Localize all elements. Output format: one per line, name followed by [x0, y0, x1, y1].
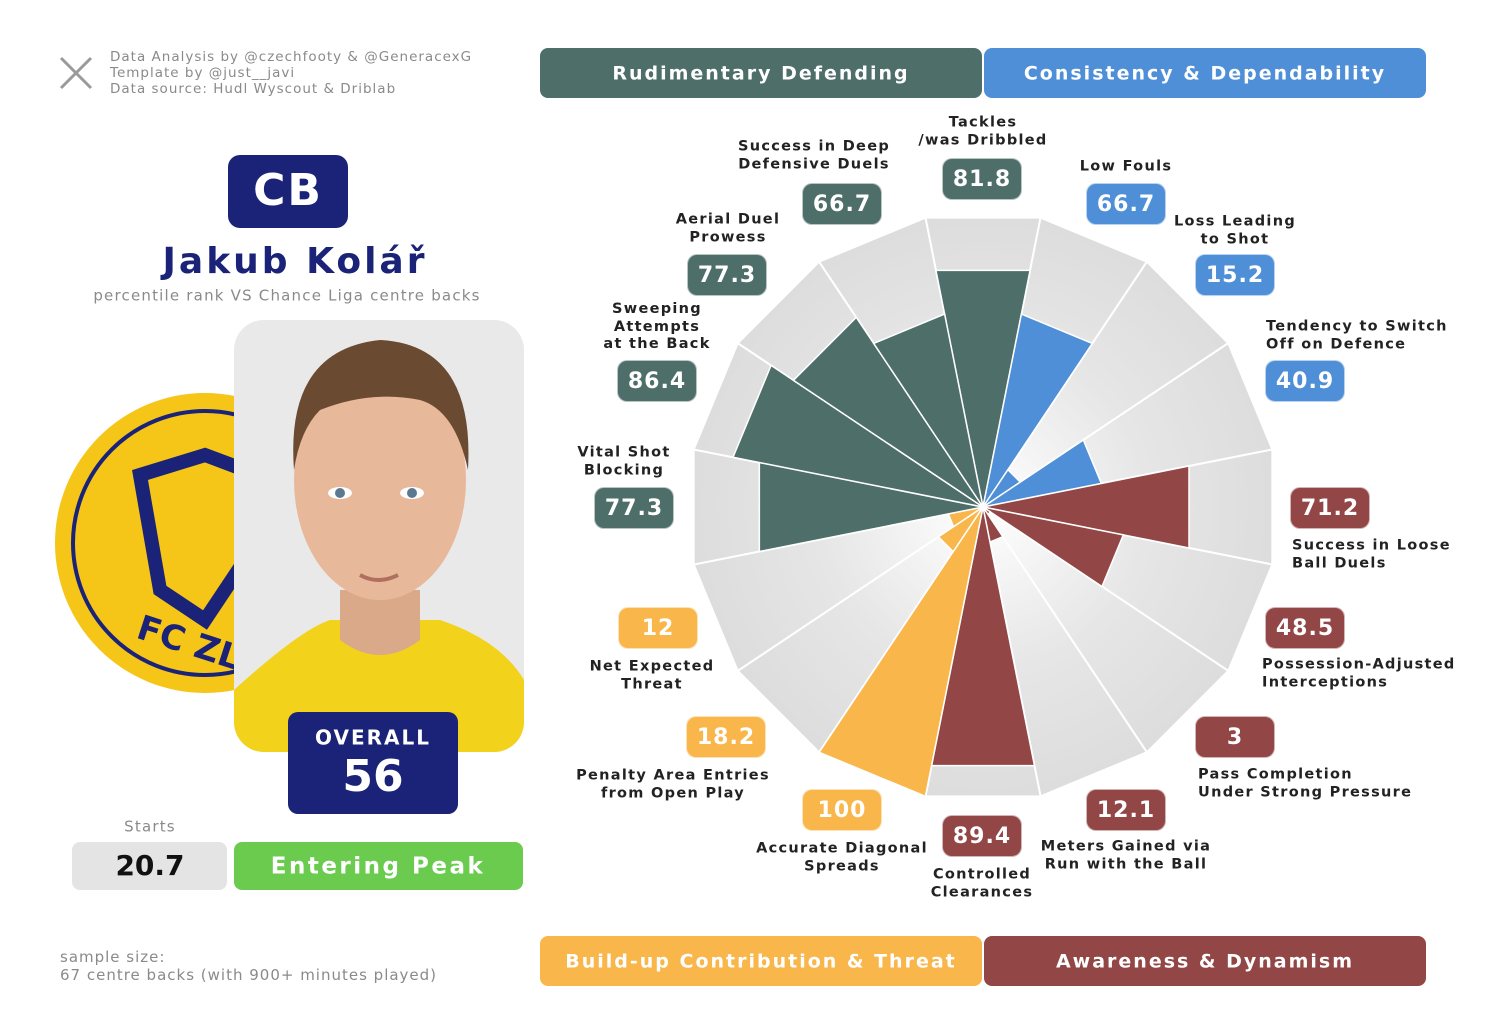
status: Entering Peak	[271, 854, 486, 880]
category-label: Tackles /was Dribbled	[918, 114, 1048, 149]
category-label: Success in Deep Defensive Duels	[737, 138, 891, 173]
value-label: 71.2	[1301, 496, 1359, 521]
value-label: 3	[1227, 725, 1243, 750]
value-label: 77.3	[605, 496, 663, 521]
status-box	[234, 842, 523, 890]
value-label: 48.5	[1276, 616, 1334, 641]
category-label: Meters Gained via Run with the Ball	[1040, 838, 1212, 873]
credit-line: Template by @just__javi	[110, 65, 296, 81]
category-label: Possession-Adjusted Interceptions	[1262, 656, 1456, 691]
value-badge	[941, 814, 1023, 858]
category-label: Aerial Duel Prowess	[675, 211, 781, 246]
subtitle: percentile rank VS Chance Liga centre ba…	[93, 287, 480, 305]
category-label: Penalty Area Entries from Open Play	[576, 767, 770, 802]
starts-label: Starts	[124, 818, 176, 836]
value-label: 77.3	[698, 263, 756, 288]
x-logo	[59, 56, 93, 90]
value-label: 86.4	[628, 369, 686, 394]
value-badge	[1194, 253, 1276, 297]
position-box	[228, 155, 348, 228]
value-label: 12	[642, 616, 675, 641]
value-badge	[941, 157, 1023, 201]
category-label: Success in Loose Ball Duels	[1292, 537, 1451, 572]
player-name: Jakub Kolář	[160, 241, 428, 282]
legend-label: Awareness & Dynamism	[1056, 951, 1354, 973]
legend-label: Consistency & Dependability	[1024, 63, 1386, 85]
category-label: Loss Leading to Shot	[1173, 213, 1297, 248]
wedge	[872, 312, 984, 508]
value-badge	[801, 182, 883, 226]
value-badge	[1194, 715, 1276, 759]
legend-box	[540, 936, 982, 986]
starts-value: 20.7	[115, 849, 184, 882]
category-label: Accurate Diagonal Spreads	[756, 840, 928, 875]
sample-line: sample size:	[60, 948, 166, 966]
category-label: Sweeping Attempts at the Back	[603, 300, 711, 352]
value-label: 18.2	[697, 725, 755, 750]
overall-box	[288, 712, 458, 814]
pizza-chart: Rudimentary Defending Consistency & Depen…	[540, 48, 1426, 986]
category-label: Vital Shot Blocking	[577, 444, 671, 479]
category-label: Tendency to Switch Off on Defence	[1266, 318, 1448, 353]
value-badge	[1085, 788, 1167, 832]
category-label: Net Expected Threat	[589, 658, 715, 693]
credit-line: Data source: Hudl Wyscout & Driblab	[110, 81, 397, 97]
value-label: 89.4	[953, 824, 1011, 849]
wedge	[982, 312, 1094, 508]
wedge	[982, 506, 1125, 588]
legend-label: Rudimentary Defending	[612, 63, 909, 85]
value-label: 12.1	[1097, 798, 1155, 823]
value-badge	[685, 715, 767, 759]
value-badge	[801, 788, 883, 832]
value-label: 81.8	[953, 167, 1011, 192]
legend-box	[984, 48, 1426, 98]
value-label: 66.7	[813, 192, 871, 217]
category-label: Low Fouls	[1079, 158, 1173, 175]
overall-label: OVERALL	[315, 726, 431, 750]
overall-value: 56	[342, 751, 403, 802]
value-label: 15.2	[1206, 263, 1264, 288]
credit-line: Data Analysis by @czechfooty & @Generace…	[110, 49, 473, 65]
value-badge	[1289, 486, 1371, 530]
category-label: Pass Completion Under Strong Pressure	[1198, 766, 1413, 801]
value-badge	[686, 253, 768, 297]
legend-box	[984, 936, 1426, 986]
value-badge	[593, 486, 675, 530]
value-label: 40.9	[1276, 369, 1334, 394]
wedge	[817, 506, 984, 798]
legend-label: Build-up Contribution & Threat	[565, 951, 957, 973]
sample-size: sample size: 67 centre backs (with 900+ …	[60, 948, 437, 984]
credits: Data Analysis by @czechfooty & @Generace…	[110, 49, 472, 97]
value-badge	[1264, 359, 1346, 403]
value-label: 100	[818, 798, 867, 823]
value-badge	[1085, 182, 1167, 226]
legend-box	[540, 48, 982, 98]
starts-box	[72, 842, 227, 890]
value-badge	[617, 606, 699, 650]
category-label: Controlled Clearances	[930, 866, 1034, 901]
value-label: 66.7	[1097, 192, 1155, 217]
value-badge	[1264, 606, 1346, 650]
club-logo: FC ZLÍN	[55, 393, 236, 693]
value-badge	[616, 359, 698, 403]
position: CB	[253, 165, 323, 216]
sample-line: 67 centre backs (with 900+ minutes playe…	[60, 966, 438, 984]
